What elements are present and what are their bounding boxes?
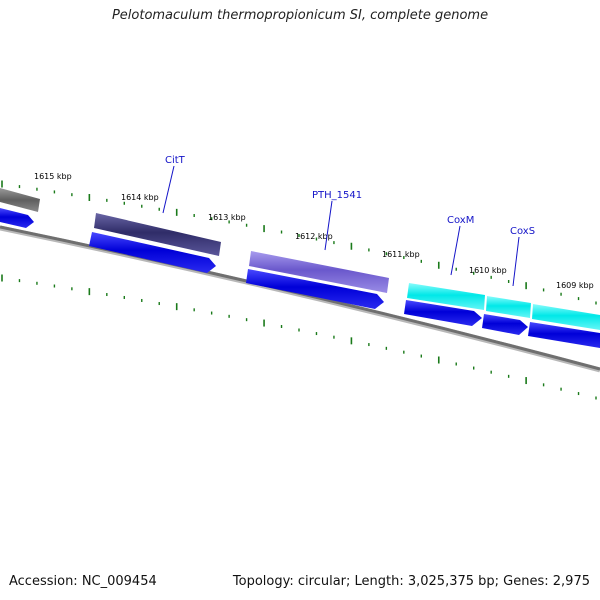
cds-arrow-4[interactable] bbox=[404, 300, 482, 326]
accession-text: Accession: NC_009454 bbox=[9, 574, 157, 589]
gene-label-coxm[interactable]: CoxM bbox=[447, 215, 474, 226]
feature-block-gray[interactable] bbox=[0, 188, 40, 212]
genome-summary-text: Topology: circular; Length: 3,025,375 bp… bbox=[232, 574, 590, 589]
tick-label-1614: 1614 kbp bbox=[121, 193, 159, 202]
leader-line-pth1541 bbox=[324, 200, 333, 251]
cds-arrow-5[interactable] bbox=[482, 314, 528, 335]
tick-label-1609: 1609 kbp bbox=[556, 281, 594, 290]
tick-label-1612: 1612 kbp bbox=[295, 232, 333, 241]
feature-block-citt[interactable] bbox=[94, 213, 221, 256]
leader-line-coxs bbox=[512, 236, 520, 287]
gene-label-citt[interactable]: CitT bbox=[165, 155, 186, 166]
map-title: Pelotomaculum thermopropionicum SI, comp… bbox=[111, 8, 489, 23]
cds-arrow-6[interactable] bbox=[528, 322, 600, 348]
feature-block-coxm[interactable] bbox=[407, 283, 485, 310]
gene-label-coxs[interactable]: CoxS bbox=[510, 226, 535, 237]
feature-block-pth1541[interactable] bbox=[249, 251, 389, 293]
tick-label-1610: 1610 kbp bbox=[469, 266, 507, 275]
gene-label-pth1541[interactable]: PTH_1541 bbox=[312, 190, 362, 201]
leader-line-coxm bbox=[450, 225, 461, 276]
genome-backbone bbox=[0, 225, 600, 373]
feature-block-cyan-edge[interactable] bbox=[532, 304, 600, 330]
tick-label-1615: 1615 kbp bbox=[34, 172, 72, 181]
inner-tick-row bbox=[1, 274, 597, 400]
tick-label-1611: 1611 kbp bbox=[382, 250, 420, 259]
cds-arrow-2[interactable] bbox=[89, 232, 216, 273]
leader-line-citt bbox=[162, 165, 175, 214]
feature-block-coxs[interactable] bbox=[486, 296, 531, 318]
outer-tick-row bbox=[1, 180, 597, 305]
tick-label-1613: 1613 kbp bbox=[208, 213, 246, 222]
cds-arrow-3[interactable] bbox=[246, 269, 384, 309]
cds-arrow-1[interactable] bbox=[0, 208, 34, 228]
